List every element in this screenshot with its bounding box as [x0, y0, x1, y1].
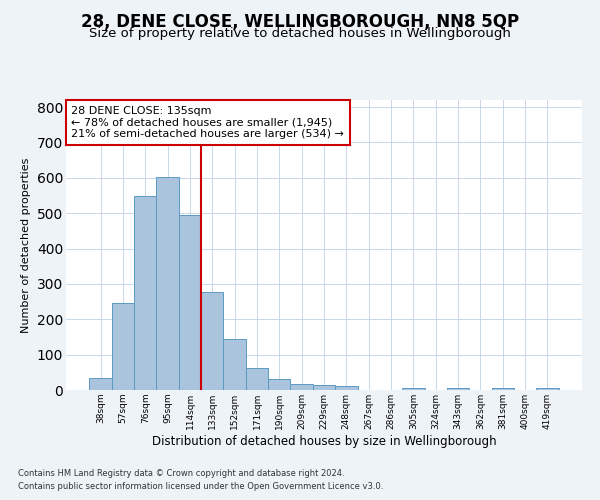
Bar [179, 216, 201, 390]
Text: 28 DENE CLOSE: 135sqm
← 78% of detached houses are smaller (1,945)
21% of semi-d: 28 DENE CLOSE: 135sqm ← 78% of detached … [71, 106, 344, 139]
Bar [246, 368, 268, 390]
Bar [313, 386, 335, 390]
Bar [536, 388, 559, 390]
Bar [491, 388, 514, 390]
Text: 28, DENE CLOSE, WELLINGBOROUGH, NN8 5QP: 28, DENE CLOSE, WELLINGBOROUGH, NN8 5QP [81, 12, 519, 30]
Bar [201, 292, 223, 390]
Bar [290, 384, 313, 390]
X-axis label: Distribution of detached houses by size in Wellingborough: Distribution of detached houses by size … [152, 434, 496, 448]
Bar [223, 339, 246, 390]
Bar [335, 386, 358, 390]
Bar [112, 302, 134, 390]
Text: Contains public sector information licensed under the Open Government Licence v3: Contains public sector information licen… [18, 482, 383, 491]
Bar [402, 388, 425, 390]
Bar [89, 378, 112, 390]
Bar [447, 388, 469, 390]
Bar [134, 196, 157, 390]
Bar [157, 176, 179, 390]
Text: Size of property relative to detached houses in Wellingborough: Size of property relative to detached ho… [89, 28, 511, 40]
Text: Contains HM Land Registry data © Crown copyright and database right 2024.: Contains HM Land Registry data © Crown c… [18, 468, 344, 477]
Bar [268, 380, 290, 390]
Y-axis label: Number of detached properties: Number of detached properties [21, 158, 31, 332]
